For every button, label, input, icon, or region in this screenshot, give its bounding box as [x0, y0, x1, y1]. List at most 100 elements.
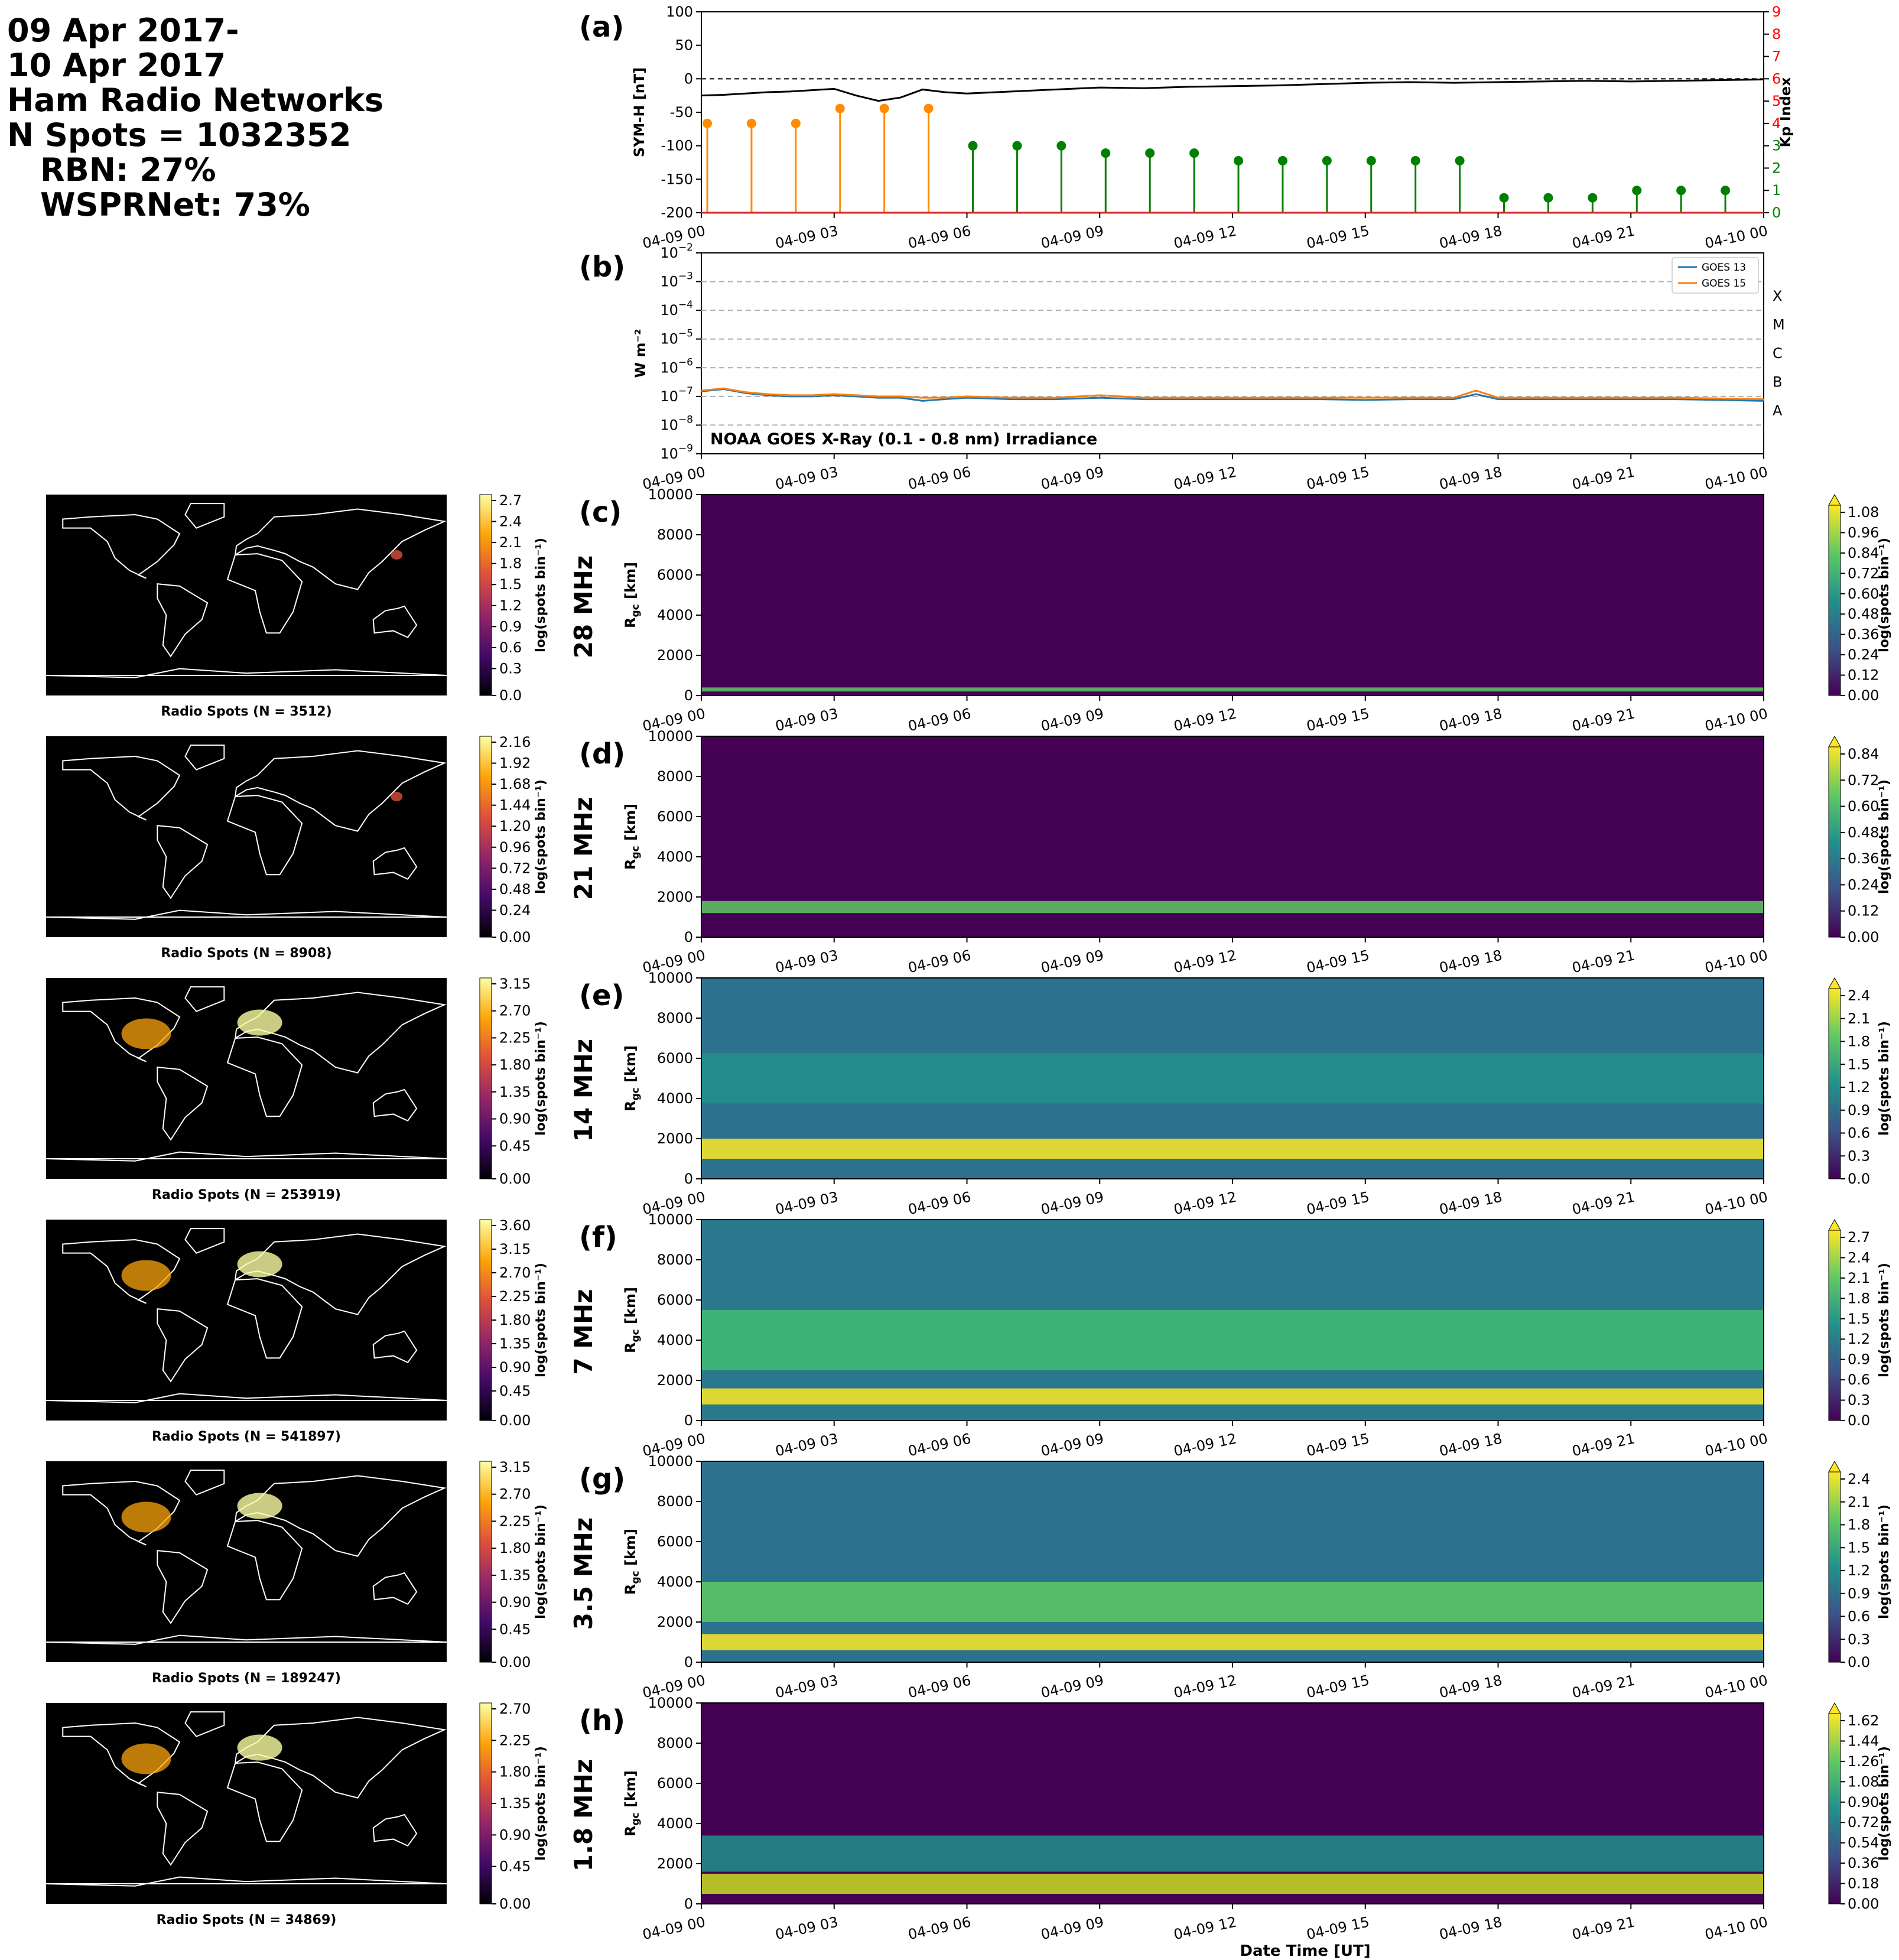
map-colorbar-label: 0.00 [499, 929, 531, 945]
heatmap-background [701, 1461, 1764, 1662]
map-colorbar-label: 0.00 [499, 1412, 531, 1429]
y-axis-subscript: gc [630, 1571, 642, 1584]
x-tick-label: 04-09 09 [1039, 1672, 1105, 1701]
y-tick-exponent: −4 [678, 299, 693, 311]
map-colorbar-label: 2.25 [499, 1029, 531, 1046]
continent-outline [45, 1151, 447, 1162]
continent-outline [45, 1393, 447, 1403]
colorbar-label: 0.3 [1848, 1148, 1870, 1164]
world-map-background [46, 978, 447, 1179]
kp-marker [1721, 186, 1731, 196]
y-tick-label: 0 [684, 70, 693, 87]
colorbar-fill [1828, 988, 1841, 1179]
map-colorbar-label: 0.00 [499, 1171, 531, 1187]
colorbar-label: 1.08 [1848, 504, 1879, 521]
spot-density-jp [391, 550, 403, 560]
colorbar-label: 0.0 [1848, 1654, 1870, 1670]
y-tick-label: 2000 [657, 1372, 693, 1389]
x-tick-label: 04-09 06 [906, 1913, 972, 1943]
y-tick-label: -200 [661, 204, 693, 221]
map-colorbar-label: 0.0 [499, 687, 522, 704]
y-tick-label: 2000 [657, 1614, 693, 1630]
figure-header: 09 Apr 2017- 10 Apr 2017 Ham Radio Netwo… [7, 13, 383, 222]
map-colorbar-label: 0.48 [499, 881, 531, 898]
map-colorbar-label: 2.7 [499, 492, 522, 509]
colorbar-label: 0.36 [1848, 850, 1879, 867]
y-axis-label: Rgc [km] [622, 562, 642, 628]
colorbar-label: 1.5 [1848, 1056, 1870, 1072]
colorbar-label: 0.84 [1848, 746, 1879, 762]
heatmap-row-1: Radio Spots (N = 3512) 0.0 0.3 0.6 0.9 1.2 1.5… [45, 486, 1892, 734]
y2-tick-label: 9 [1772, 4, 1781, 20]
map-colorbar-label: 0.3 [499, 660, 522, 677]
colorbar-label: 0.12 [1848, 903, 1879, 919]
x-tick-label: 04-10 00 [1703, 947, 1769, 976]
y-tick-exponent: −6 [678, 356, 693, 368]
goes15-line [701, 387, 1764, 401]
x-tick-label: 04-09 12 [1172, 463, 1238, 493]
y-tick-label: 6000 [657, 1775, 693, 1792]
colorbar-label: 0.0 [1848, 1412, 1870, 1429]
colorbar-fill [1828, 1230, 1841, 1421]
map-colorbar-fill [479, 1219, 492, 1421]
colorbar-label: 0.9 [1848, 1585, 1870, 1602]
world-map [45, 1703, 447, 1904]
continent-outline [184, 1228, 225, 1254]
y-axis-label: SYM-H [nT] [631, 67, 648, 157]
rbn-share: RBN: 27% [40, 151, 216, 188]
kp-marker [1543, 193, 1553, 203]
map-title: Radio Spots (N = 541897) [152, 1429, 341, 1444]
kp-marker [1455, 155, 1465, 165]
colorbar-label: 1.8 [1848, 1033, 1870, 1050]
x-tick-label: 04-09 03 [774, 1913, 840, 1943]
map-colorbar-label: 0.24 [499, 902, 531, 918]
y-axis-subscript: gc [630, 1087, 642, 1100]
y-tick-label: 8000 [657, 526, 693, 543]
map-colorbar-fill [479, 736, 492, 938]
legend-entry: GOES 13 [1702, 262, 1746, 274]
kp-marker [835, 103, 845, 113]
map-colorbar-label: 0.96 [499, 839, 531, 856]
y-tick-label: 0 [684, 929, 693, 945]
map-colorbar-label: 1.20 [499, 818, 531, 834]
y-tick-label: 4000 [657, 1090, 693, 1107]
band-label: 14 MHz [569, 1039, 598, 1142]
y-tick-label: 0 [684, 1412, 693, 1429]
kp-marker [1676, 186, 1686, 196]
world-map-background [46, 495, 447, 695]
goes13-line [701, 388, 1764, 402]
colorbar-label: 0.6 [1848, 1371, 1870, 1388]
colorbar-label: 2.1 [1848, 1010, 1870, 1027]
map-colorbar-title: log(spots bin⁻¹) [534, 1504, 548, 1619]
kp-marker [1234, 155, 1243, 165]
x-tick-label: 04-09 12 [1172, 705, 1238, 734]
y-axis-subscript: gc [630, 1329, 642, 1342]
colorbar-label: 0.90 [1848, 1794, 1879, 1811]
panel-label: (g) [579, 1462, 625, 1496]
x-tick-label: 04-09 15 [1305, 1430, 1371, 1460]
map-colorbar-label: 1.80 [499, 1764, 531, 1780]
colorbar-label: 0.00 [1848, 929, 1879, 945]
y-axis-subscript: gc [630, 846, 642, 859]
x-tick-label: 04-09 03 [774, 222, 840, 252]
colorbar-label: 0.24 [1848, 876, 1879, 893]
y-tick-label: 4000 [657, 1332, 693, 1348]
map-colorbar-label: 0.6 [499, 639, 522, 656]
y-tick-label: -150 [661, 171, 693, 187]
map-colorbar-label: 0.45 [499, 1621, 531, 1637]
band-label: 28 MHz [569, 555, 598, 658]
colorbar-label: 0.6 [1848, 1125, 1870, 1142]
continent-outline [62, 1480, 181, 1546]
colorbar-label: 0.9 [1848, 1351, 1870, 1368]
y-tick-label: 10000 [648, 970, 693, 986]
panel-b-frame [701, 252, 1764, 454]
x-tick-label: 04-09 12 [1172, 1913, 1238, 1943]
colorbar-label: 0.72 [1848, 1814, 1879, 1831]
heatmap-row-3: Radio Spots (N = 253919)0.000.450.901.35… [45, 970, 1892, 1218]
continent-outline [234, 750, 447, 832]
map-colorbar-label: 2.4 [499, 513, 522, 530]
x-tick-label: 04-09 09 [1039, 1188, 1105, 1218]
heatmap: 0 2000 4000 6000 8000 10000 Rgc [km] (c) 28 MHz 0… [569, 486, 1769, 734]
